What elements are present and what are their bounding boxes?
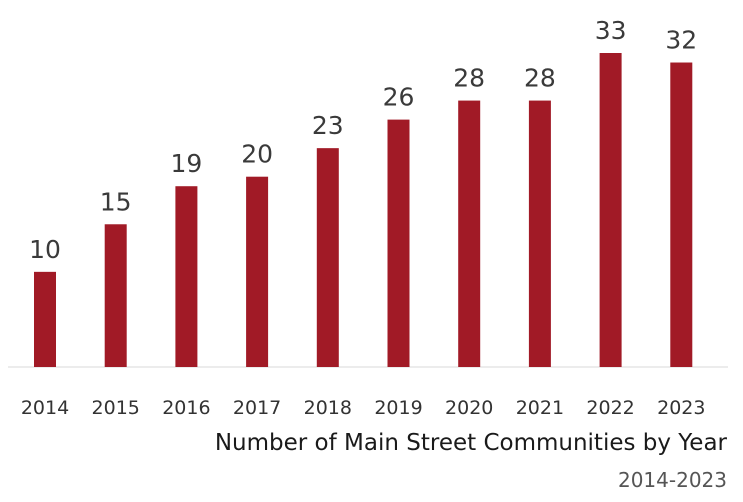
value-label-2014: 10 (29, 235, 61, 264)
value-label-2015: 15 (100, 187, 132, 216)
value-label-2017: 20 (241, 140, 273, 169)
value-label-2019: 26 (383, 83, 415, 112)
bar-2020 (458, 100, 481, 368)
value-label-2021: 28 (524, 64, 556, 93)
x-tick-label-2019: 2019 (374, 397, 422, 419)
bar-2014 (34, 271, 56, 367)
x-tick-label-2021: 2021 (516, 397, 564, 419)
value-label-2023: 32 (665, 26, 697, 55)
value-labels-group: 10 15 19 20 23 26 28 28 33 32 (29, 16, 697, 264)
bar-2018 (316, 148, 339, 367)
chart-title: Number of Main Street Communities by Yea… (214, 430, 727, 456)
x-tick-label-2015: 2015 (92, 397, 140, 419)
x-tick-label-2023: 2023 (657, 397, 705, 419)
chart-subtitle: 2014-2023 (617, 468, 727, 492)
value-label-2016: 19 (170, 149, 202, 178)
x-tick-label-2020: 2020 (445, 397, 493, 419)
value-label-2018: 23 (312, 111, 344, 140)
bar-2015 (104, 224, 127, 367)
x-tick-label-2022: 2022 (586, 397, 634, 419)
x-tick-label-2016: 2016 (162, 397, 210, 419)
bar-2022 (599, 53, 622, 367)
bars-group (34, 53, 693, 368)
bar-2021 (528, 100, 551, 368)
x-tick-label-2017: 2017 (233, 397, 281, 419)
x-tick-label-2018: 2018 (304, 397, 352, 419)
x-tick-labels-group: 2014 2015 2016 2017 2018 2019 2020 2021 2022 2023 (21, 397, 706, 419)
bar-2016 (175, 186, 198, 367)
value-label-2022: 33 (595, 16, 627, 45)
bar-2019 (387, 119, 410, 367)
bar-2017 (246, 176, 269, 367)
bar-2023 (670, 62, 693, 368)
x-tick-label-2014: 2014 (21, 397, 69, 419)
value-label-2020: 28 (453, 64, 485, 93)
